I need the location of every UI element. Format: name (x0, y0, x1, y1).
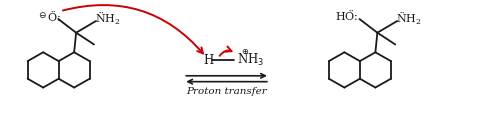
Text: $\ominus$: $\ominus$ (38, 10, 47, 20)
Text: H: H (203, 54, 213, 67)
Text: $\oplus$: $\oplus$ (241, 47, 249, 56)
Text: $\mathregular{\ddot{N}H_2}$: $\mathregular{\ddot{N}H_2}$ (396, 11, 422, 27)
Text: $\mathregular{\ddot{O}}$:: $\mathregular{\ddot{O}}$: (48, 10, 61, 24)
Text: H$\mathregular{\ddot{O}}$:: H$\mathregular{\ddot{O}}$: (335, 9, 358, 23)
Text: NH$_3$: NH$_3$ (237, 52, 264, 68)
Text: $\mathregular{\ddot{N}H_2}$: $\mathregular{\ddot{N}H_2}$ (95, 11, 121, 27)
Text: Proton transfer: Proton transfer (186, 87, 267, 96)
